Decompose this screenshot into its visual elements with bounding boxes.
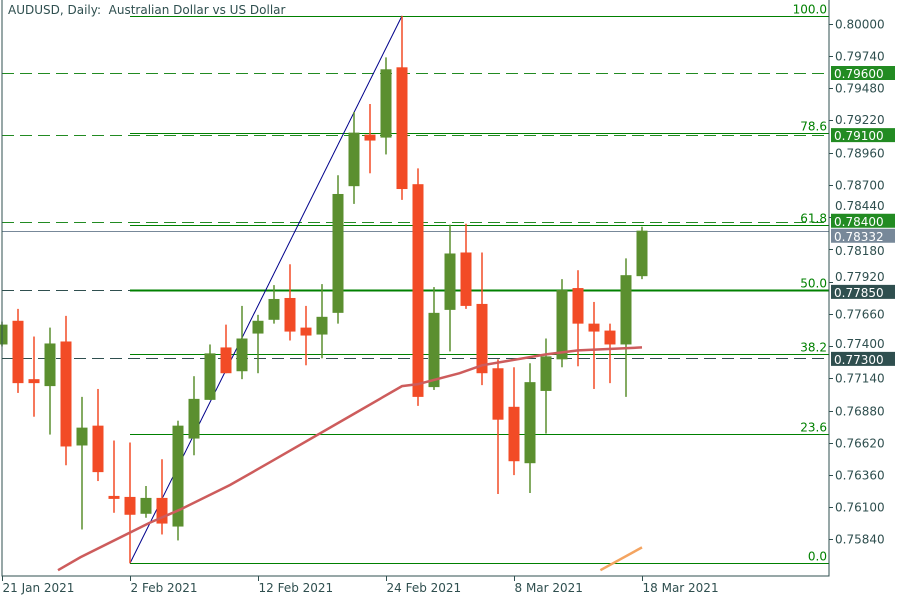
y-tick-label: 0.76100 bbox=[835, 501, 885, 515]
candle-bear bbox=[588, 323, 600, 332]
y-tick-label: 0.76360 bbox=[835, 469, 885, 483]
candle-bull bbox=[540, 356, 552, 391]
candle-bear bbox=[60, 341, 72, 447]
moving-average-line bbox=[599, 546, 643, 572]
moving-average-line bbox=[57, 346, 643, 572]
fib-level-label: 38.2 bbox=[800, 341, 827, 355]
y-tick-label: 0.75840 bbox=[835, 533, 885, 547]
candle-bear bbox=[460, 252, 472, 306]
chart-title: AUDUSD, Daily: Australian Dollar vs US D… bbox=[8, 3, 286, 17]
y-tick-label: 0.79220 bbox=[835, 113, 885, 127]
candle-bull bbox=[524, 382, 536, 464]
y-tick-label: 0.79480 bbox=[835, 82, 885, 96]
candle-bear bbox=[300, 327, 312, 336]
candle-bull bbox=[444, 253, 456, 310]
candle-bull bbox=[188, 398, 200, 439]
candle-bear bbox=[220, 347, 232, 374]
x-tick-label: 2 Feb 2021 bbox=[131, 581, 198, 595]
y-tick-label: 0.78960 bbox=[835, 147, 885, 161]
x-tick-label: 24 Feb 2021 bbox=[387, 581, 462, 595]
candle-bear bbox=[572, 288, 584, 324]
candle-bear bbox=[396, 67, 408, 190]
x-tick-label: 8 Mar 2021 bbox=[515, 581, 583, 595]
y-tick-label: 0.79740 bbox=[835, 50, 885, 64]
candle-bear bbox=[604, 330, 616, 345]
x-axis-area bbox=[0, 576, 900, 600]
y-tick-label: 0.80000 bbox=[835, 18, 885, 32]
y-tick-label: 0.78440 bbox=[835, 199, 885, 213]
candle-bear bbox=[92, 425, 104, 473]
candle-bull bbox=[236, 338, 248, 372]
fib-level-label: 23.6 bbox=[800, 421, 827, 435]
y-tick-label: 0.77920 bbox=[835, 270, 885, 284]
candle-bull bbox=[556, 290, 568, 360]
fib-level-label: 50.0 bbox=[800, 277, 827, 291]
y-tick-label: 0.78180 bbox=[835, 244, 885, 258]
candle-bull bbox=[204, 353, 216, 400]
price-label-box bbox=[831, 128, 895, 143]
price-label: 0.78332 bbox=[834, 230, 884, 244]
fib-level-label: 100.0 bbox=[793, 3, 827, 17]
y-tick-label: 0.76620 bbox=[835, 437, 885, 451]
candle-bear bbox=[412, 184, 424, 397]
candle-bull bbox=[348, 132, 360, 187]
fib-level-label: 78.6 bbox=[800, 120, 827, 134]
candle-bull bbox=[332, 193, 344, 313]
price-label: 0.79600 bbox=[834, 67, 884, 81]
x-tick-label: 21 Jan 2021 bbox=[3, 581, 75, 595]
y-tick-label: 0.77660 bbox=[835, 308, 885, 322]
price-label: 0.77850 bbox=[834, 286, 884, 300]
x-tick-label: 18 Mar 2021 bbox=[643, 581, 719, 595]
y-tick-label: 0.78700 bbox=[835, 179, 885, 193]
candle-bull bbox=[428, 312, 440, 388]
candle-bear bbox=[156, 497, 168, 524]
candle-bear bbox=[108, 495, 120, 499]
y-tick-label: 0.77140 bbox=[835, 372, 885, 386]
candle-bear bbox=[124, 496, 136, 515]
y-tick-label: 0.76880 bbox=[835, 405, 885, 419]
candle-bull bbox=[636, 230, 648, 277]
candle-bull bbox=[0, 324, 8, 345]
price-label: 0.77300 bbox=[834, 353, 884, 367]
candle-bull bbox=[44, 343, 56, 387]
candle-bear bbox=[476, 303, 488, 374]
candle-bull bbox=[316, 316, 328, 335]
price-label-box bbox=[831, 351, 895, 366]
candle-bear bbox=[28, 379, 40, 384]
price-label-box bbox=[831, 66, 895, 80]
candle-bear bbox=[284, 297, 296, 332]
candle-bull bbox=[380, 69, 392, 138]
price-label-box bbox=[831, 213, 895, 228]
price-label-box bbox=[831, 284, 895, 299]
candle-bear bbox=[12, 320, 24, 384]
candle-bull bbox=[76, 427, 88, 446]
price-label: 0.78400 bbox=[834, 215, 884, 229]
fib-level-label: 0.0 bbox=[808, 550, 827, 564]
y-tick-label: 0.77400 bbox=[835, 337, 885, 351]
candle-bear bbox=[508, 406, 520, 462]
price-label-box bbox=[831, 228, 895, 243]
candle-bull bbox=[620, 275, 632, 345]
candle-bull bbox=[268, 298, 280, 320]
x-tick-label: 12 Feb 2021 bbox=[259, 581, 334, 595]
candle-bull bbox=[252, 320, 264, 334]
candle-bull bbox=[172, 425, 184, 527]
candle-bear bbox=[492, 368, 504, 420]
fib-level-label: 61.8 bbox=[800, 212, 827, 226]
candle-bear bbox=[364, 134, 376, 141]
y-axis-area bbox=[829, 0, 900, 600]
price-label: 0.79100 bbox=[834, 129, 884, 143]
chart-frame bbox=[1, 0, 830, 577]
candle-bull bbox=[140, 497, 152, 514]
